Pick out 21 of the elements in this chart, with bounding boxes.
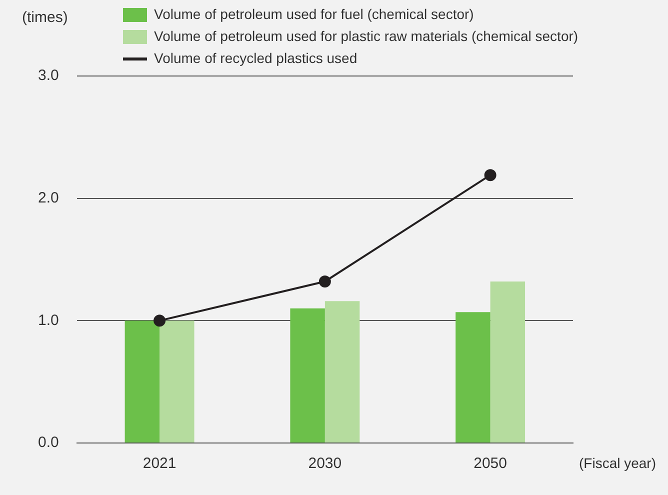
bar bbox=[490, 282, 526, 442]
bar bbox=[160, 320, 194, 442]
y-tick-label: 1.0 bbox=[38, 312, 59, 329]
legend-label: Volume of recycled plastics used bbox=[154, 50, 358, 66]
legend-label: Volume of petroleum used for plastic raw materials (chemical sector) bbox=[154, 28, 578, 44]
point bbox=[154, 314, 166, 327]
y-tick-label: 2.0 bbox=[38, 189, 59, 206]
bar bbox=[290, 308, 325, 442]
x-tick-label: 2050 bbox=[474, 455, 507, 472]
x-axis-title: (Fiscal year) bbox=[579, 454, 656, 471]
bar bbox=[124, 320, 160, 442]
point bbox=[318, 276, 331, 288]
y-tick-label: 3.0 bbox=[38, 67, 59, 84]
point bbox=[484, 169, 496, 182]
bar bbox=[456, 312, 490, 442]
legend-label: Volume of petroleum used for fuel (chemical sector) bbox=[154, 6, 474, 22]
bar bbox=[324, 301, 360, 442]
y-tick-label: 0.0 bbox=[38, 434, 59, 452]
y-axis-title: (times) bbox=[22, 9, 68, 26]
x-tick-label: 2021 bbox=[142, 455, 176, 472]
x-tick-label: 2030 bbox=[308, 455, 342, 472]
